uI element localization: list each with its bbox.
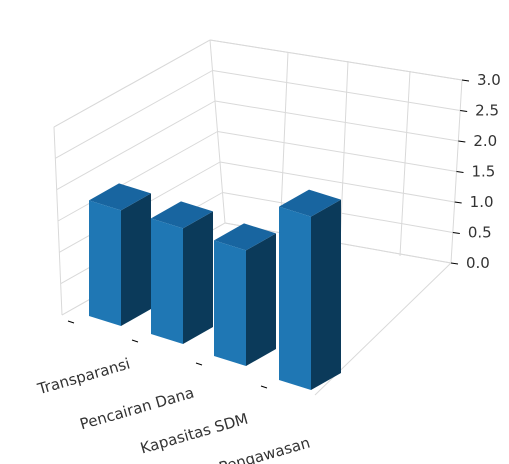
bar-side-face: [311, 199, 341, 390]
bar-front-face: [279, 206, 311, 390]
z-tick-mark-1: [452, 232, 460, 234]
bar-side-face: [246, 233, 276, 366]
back-grid-horizontal-6: [209, 39, 463, 81]
left-grid-horizontal-5: [55, 70, 213, 159]
bar-2: [151, 201, 213, 344]
bar-top-face: [89, 183, 151, 211]
bar-front-face: [214, 240, 246, 366]
bar-front-face: [89, 200, 121, 326]
bar-side-face: [183, 211, 213, 344]
left-grid-horizontal-3: [57, 131, 218, 222]
x-tick-mark-3: [260, 385, 268, 389]
back-grid-horizontal-3: [217, 131, 457, 172]
bars-layer: [89, 183, 341, 390]
bar-side-face: [121, 193, 151, 326]
x-tick-label-1: Pencairan Dana: [78, 384, 196, 434]
bar-top-face: [279, 189, 341, 217]
bar-front-face: [151, 218, 183, 344]
back-grid-horizontal-2: [219, 161, 455, 203]
z-tick-mark-2: [454, 201, 462, 204]
bar-top-face: [151, 201, 213, 229]
bar-1: [89, 183, 151, 326]
z-tick-label-2: 1.0: [470, 193, 494, 211]
bar-top-face: [214, 223, 276, 251]
z-tick-mark-3: [456, 171, 464, 173]
back-grid-horizontal-4: [214, 100, 459, 142]
z-tick-label-3: 1.5: [472, 163, 496, 181]
z-tick-label-1: 0.5: [468, 224, 492, 242]
z-tick-mark-4: [458, 140, 466, 143]
z-tick-mark-0: [450, 262, 459, 265]
x-tick-mark-2: [195, 362, 203, 366]
x-tick-label-2: Kapasitas SDM: [138, 410, 250, 458]
x-tick-label-0: Transparansi: [35, 355, 132, 399]
z-tick-label-0: 0.0: [466, 254, 490, 272]
z-tick-mark-5: [460, 110, 468, 112]
bar-3: [214, 223, 276, 366]
z-tick-label-4: 2.0: [473, 132, 497, 150]
z-tick-label-6: 3.0: [477, 71, 501, 89]
x-tick-mark-1: [131, 339, 139, 343]
left-grid-horizontal-6: [53, 39, 211, 128]
z-tick-mark-6: [461, 79, 470, 82]
x-tick-label-3: Pengawasan: [217, 434, 312, 464]
left-grid-horizontal-4: [56, 100, 216, 191]
x-tick-mark-0: [67, 320, 75, 324]
back-grid-horizontal-5: [212, 70, 461, 111]
z-tick-label-5: 2.5: [475, 102, 499, 120]
bar-4: [279, 189, 341, 390]
